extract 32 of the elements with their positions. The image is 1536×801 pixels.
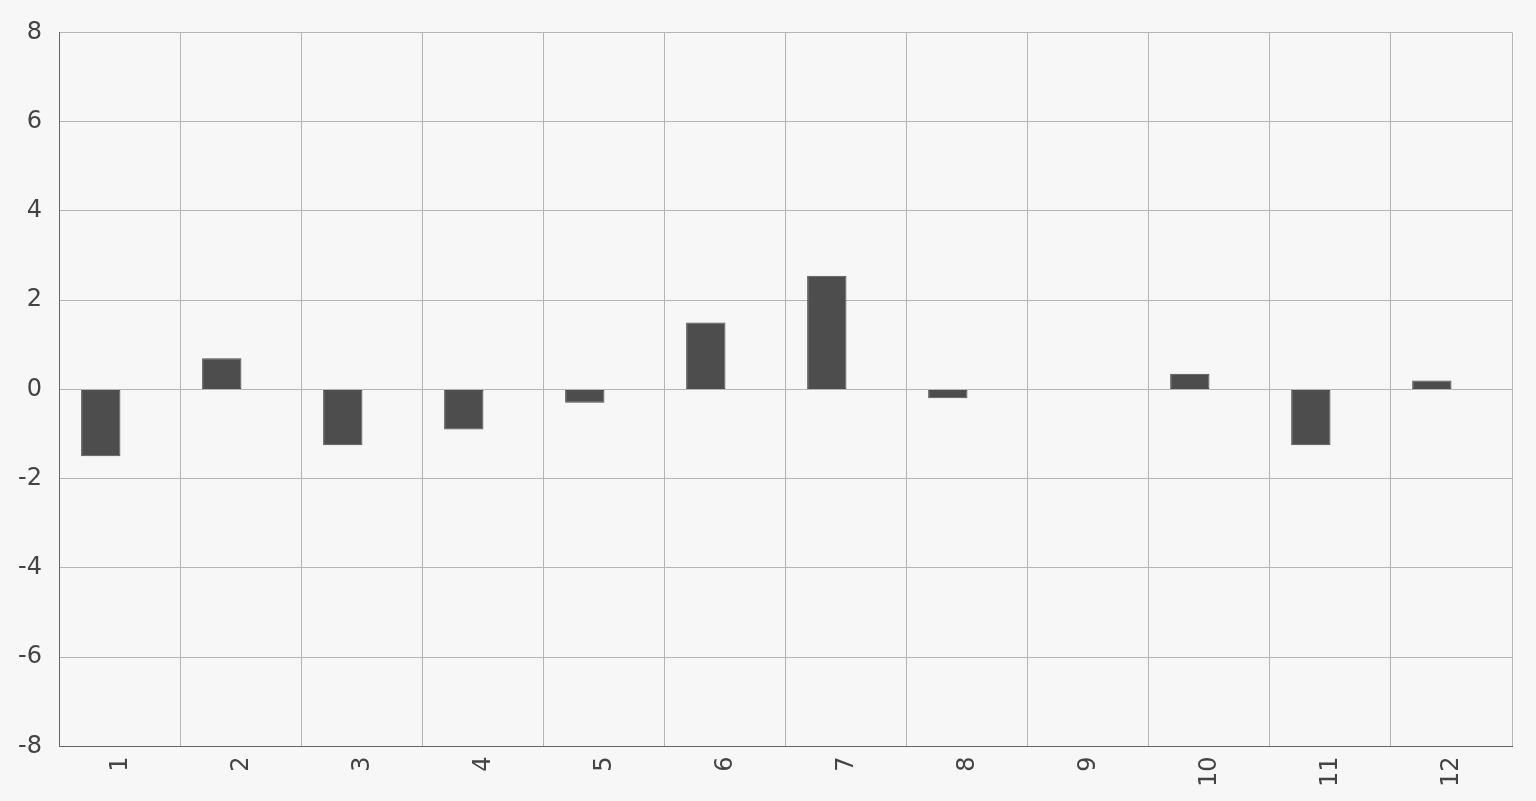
y-tick-label: 8 xyxy=(26,16,42,45)
bar xyxy=(686,322,726,389)
y-tick-label: 0 xyxy=(26,373,42,402)
x-tick-label: 12 xyxy=(1435,756,1464,788)
x-tick-label: 6 xyxy=(709,756,738,772)
x-tick-label: 7 xyxy=(830,756,859,772)
x-tick-label: 4 xyxy=(467,756,496,772)
y-tick-label: 4 xyxy=(26,195,42,224)
y-tick-label: 6 xyxy=(26,105,42,134)
y-tick-label: 2 xyxy=(26,284,42,313)
bar xyxy=(444,389,484,430)
x-tick-label: 2 xyxy=(225,756,254,772)
bar xyxy=(1170,373,1210,389)
bar xyxy=(928,389,968,399)
x-tick-label: 8 xyxy=(951,756,980,772)
x-tick-label: 3 xyxy=(346,756,375,772)
x-tick-label: 9 xyxy=(1072,756,1101,772)
x-tick-label: 1 xyxy=(104,756,133,772)
bar xyxy=(1291,389,1331,446)
y-tick-label: -6 xyxy=(17,641,42,670)
bar xyxy=(807,275,847,389)
bar xyxy=(565,389,605,403)
x-tick-label: 5 xyxy=(588,756,617,772)
x-tick-label: 11 xyxy=(1314,756,1343,788)
bar xyxy=(81,389,121,457)
x-tick-label: 10 xyxy=(1193,756,1222,788)
y-tick-label: -2 xyxy=(17,462,42,491)
bar xyxy=(1412,380,1452,389)
bar xyxy=(202,358,242,389)
y-tick-label: -8 xyxy=(17,730,42,759)
y-tick-label: -4 xyxy=(17,552,42,581)
bar xyxy=(323,389,363,446)
